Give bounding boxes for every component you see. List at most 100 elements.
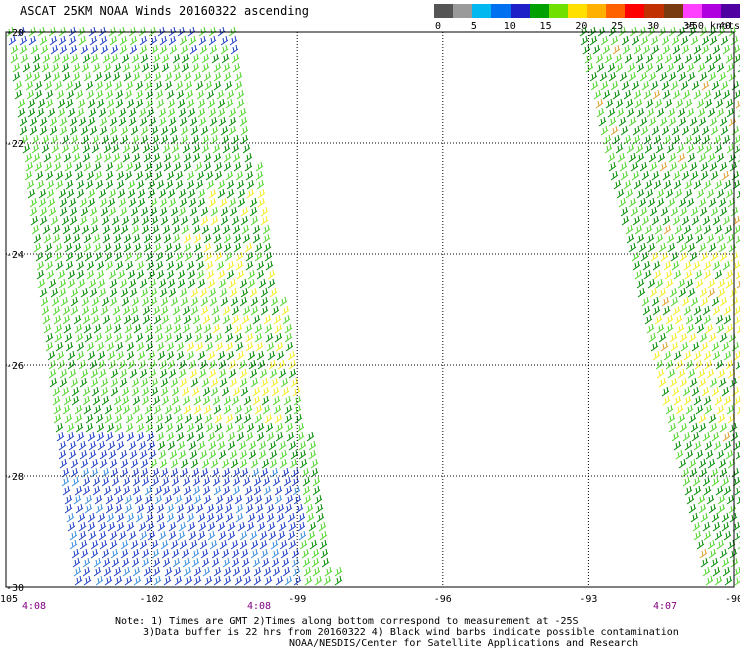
wind-barb	[110, 467, 119, 478]
wind-barb	[180, 458, 189, 469]
wind-barb	[737, 155, 740, 163]
wind-barb	[649, 287, 658, 298]
wind-barb	[204, 80, 213, 91]
wind-barb	[632, 125, 641, 136]
wind-barb	[700, 341, 709, 352]
wind-barb	[22, 62, 31, 73]
wind-barb	[688, 332, 697, 343]
wind-barb	[662, 170, 671, 181]
wind-barb	[285, 494, 294, 505]
wind-barb	[196, 89, 205, 100]
wind-barb	[85, 413, 94, 424]
wind-barb	[260, 215, 269, 226]
wind-barb	[116, 521, 125, 532]
legend-label: 35	[682, 21, 696, 32]
wind-barb	[613, 179, 622, 190]
wind-barb	[88, 107, 97, 118]
wind-barb	[284, 485, 293, 496]
wind-barb	[239, 116, 248, 127]
wind-barb	[150, 377, 159, 388]
wind-barb	[734, 486, 740, 496]
wind-barb	[192, 314, 201, 325]
wind-barb	[250, 377, 259, 388]
wind-barb	[193, 575, 202, 586]
wind-barb	[255, 170, 264, 181]
wind-barb	[206, 269, 215, 280]
wind-barb	[157, 521, 166, 532]
wind-barb	[179, 539, 188, 550]
wind-barb	[82, 485, 91, 496]
wind-barb	[208, 188, 217, 199]
wind-barb	[56, 89, 65, 100]
wind-barb	[630, 161, 639, 172]
wind-barb	[100, 44, 109, 55]
wind-barb	[217, 188, 226, 199]
wind-barb	[19, 125, 28, 136]
wind-barb	[193, 71, 202, 82]
wind-barb	[260, 296, 269, 307]
wind-barb	[49, 125, 58, 136]
wind-barb	[48, 368, 57, 379]
wind-barb	[666, 62, 675, 73]
wind-barb	[607, 62, 616, 73]
wind-barb	[292, 566, 301, 577]
wind-barb	[664, 53, 673, 64]
wind-barb	[82, 53, 91, 64]
wind-barb	[52, 224, 61, 235]
wind-barb	[83, 71, 92, 82]
wind-barb	[726, 404, 735, 415]
wind-barb	[109, 287, 118, 298]
wind-barb	[67, 269, 76, 280]
wind-barb	[52, 386, 61, 397]
wind-barb	[186, 512, 195, 523]
wind-barb	[114, 80, 123, 91]
wind-barb	[131, 224, 140, 235]
wind-barb	[204, 575, 213, 586]
wind-barb	[41, 143, 50, 154]
wind-barb	[716, 152, 725, 163]
wind-barb	[227, 530, 236, 541]
wind-barb	[95, 80, 104, 91]
wind-barb	[169, 44, 178, 55]
wind-barb	[680, 80, 689, 91]
wind-barb	[81, 467, 90, 478]
wind-barb	[702, 521, 711, 532]
wind-barb	[174, 575, 183, 586]
wind-barb	[115, 341, 124, 352]
wind-barb	[132, 71, 141, 82]
wind-barb	[122, 404, 131, 415]
wind-barb	[125, 413, 134, 424]
wind-barb	[205, 422, 214, 433]
wind-barb	[693, 395, 702, 406]
wind-barb	[75, 251, 84, 262]
wind-barb	[147, 179, 156, 190]
wind-barb	[62, 71, 71, 82]
wind-barb	[215, 494, 224, 505]
wind-barb	[717, 368, 726, 379]
wind-barb	[83, 404, 92, 415]
wind-barb	[693, 179, 702, 190]
wind-barb	[131, 53, 140, 64]
wind-barb	[34, 80, 43, 91]
wind-barb	[196, 269, 205, 280]
wind-barb	[698, 197, 707, 208]
wind-barb	[236, 89, 245, 100]
wind-barb	[620, 125, 629, 136]
wind-barb	[100, 386, 109, 397]
wind-barb	[183, 242, 192, 253]
wind-barb	[709, 422, 718, 433]
wind-barb	[45, 170, 54, 181]
wind-barb	[213, 80, 222, 91]
wind-barb	[711, 431, 720, 442]
wind-barb	[182, 557, 191, 568]
wind-barb	[634, 269, 643, 280]
wind-barb	[164, 566, 173, 577]
wind-barb	[164, 71, 173, 82]
wind-barb	[242, 566, 251, 577]
wind-barb	[190, 377, 199, 388]
wind-barb	[101, 476, 110, 487]
wind-barb	[699, 332, 708, 343]
wind-barb	[192, 476, 201, 487]
wind-barb	[33, 242, 42, 253]
wind-barb	[681, 215, 690, 226]
